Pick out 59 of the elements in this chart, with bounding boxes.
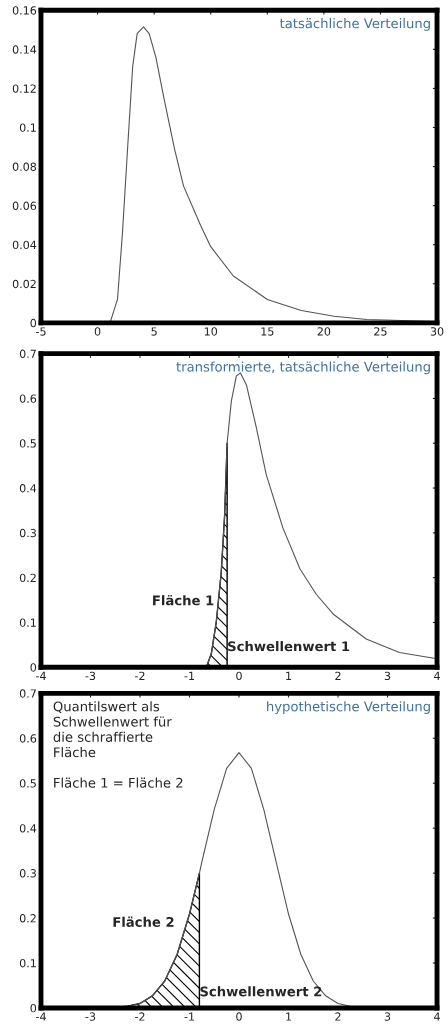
text: tatsächliche Verteilung [279, 18, 430, 31]
x-tick-label: 3 [384, 1012, 391, 1021]
y-tick-label: 0.1 [19, 618, 36, 627]
x-tick-label: -5 [36, 327, 46, 336]
y-tick-label: 0 [30, 1003, 37, 1013]
x-tick-label: -4 [36, 671, 46, 680]
x-tick-label: -2 [135, 671, 145, 680]
annotation: Fläche 1 [153, 594, 214, 606]
y-tick-label: 0.06 [12, 201, 37, 211]
x-tick-label: -4 [36, 1012, 46, 1021]
y-tick-label: 0.3 [19, 528, 36, 538]
y-tick-label: 0.7 [19, 349, 36, 358]
x-tick-label: -3 [85, 671, 96, 681]
annotation: Fläche 2 [113, 916, 174, 927]
y-tick-label: 0.2 [19, 573, 36, 583]
y-tick-label: 0.4 [19, 484, 37, 493]
x-tick-label: 1 [286, 1012, 292, 1021]
x-tick-label: 2 [335, 1012, 341, 1021]
x-tick-label: 4 [434, 671, 440, 680]
x-tick-label: 0 [94, 327, 101, 336]
y-tick-label: 0.2 [19, 914, 36, 923]
y-tick-label: 0.6 [19, 394, 37, 403]
y-tick-label: 0.08 [12, 162, 37, 171]
y-tick-label: 0.04 [12, 240, 37, 250]
y-tick-label: 0.4 [19, 824, 37, 833]
x-tick-label: 25 [374, 327, 387, 336]
x-tick-label: 3 [384, 671, 391, 681]
x-tick-label: -2 [135, 1012, 145, 1021]
y-tick-label: 0.6 [19, 734, 37, 743]
y-tick-label: 0.16 [12, 6, 37, 15]
x-tick-label: 4 [434, 1012, 440, 1021]
y-tick-label: 0.14 [12, 45, 37, 54]
y-tick-label: 0.1 [19, 123, 36, 132]
y-tick-label: 0.5 [19, 439, 36, 448]
y-tick-label: 0.02 [12, 279, 36, 289]
x-tick-label: 5 [151, 327, 157, 336]
x-tick-label: 10 [204, 327, 218, 336]
text: Quantilswert als Schwellenwert für die schraffierte Fläche Fläche 1 = Fläche 2 [53, 701, 183, 788]
x-tick-label: -1 [184, 671, 195, 680]
y-tick-label: 0.12 [12, 84, 36, 93]
y-tick-label: 0 [30, 663, 37, 672]
x-tick-label: 2 [335, 671, 341, 680]
x-tick-label: 0 [236, 1012, 242, 1021]
text: hypothetische Verteilung [267, 701, 430, 714]
annotation: Schwellenwert 2 [200, 986, 322, 997]
x-tick-label: 0 [236, 671, 242, 681]
y-tick-label: 0.1 [19, 959, 36, 968]
y-tick-label: 0.5 [19, 779, 36, 788]
x-tick-label: 15 [261, 327, 274, 336]
y-tick-label: 0.7 [19, 689, 36, 698]
x-tick-label: -3 [85, 1012, 96, 1021]
y-tick-label: 0.3 [19, 869, 36, 878]
x-tick-label: 20 [317, 327, 331, 336]
text: transformierte, tatsächliche Verteilung [176, 361, 430, 375]
annotation: Schwellenwert 1 [228, 641, 350, 652]
x-tick-label: 1 [286, 671, 292, 680]
x-tick-label: 30 [430, 327, 444, 336]
y-tick-label: 0 [30, 318, 37, 328]
x-tick-label: -1 [184, 1012, 195, 1021]
